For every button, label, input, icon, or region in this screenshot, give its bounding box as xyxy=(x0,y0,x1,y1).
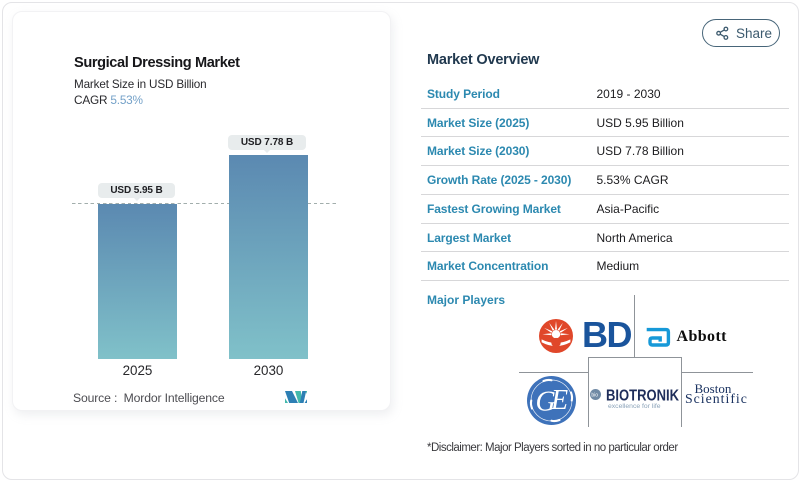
svg-text:bio: bio xyxy=(591,393,598,399)
svg-text:G: G xyxy=(536,386,556,417)
svg-text:BIOTRONIK: BIOTRONIK xyxy=(606,388,680,404)
svg-text:E: E xyxy=(550,385,568,416)
